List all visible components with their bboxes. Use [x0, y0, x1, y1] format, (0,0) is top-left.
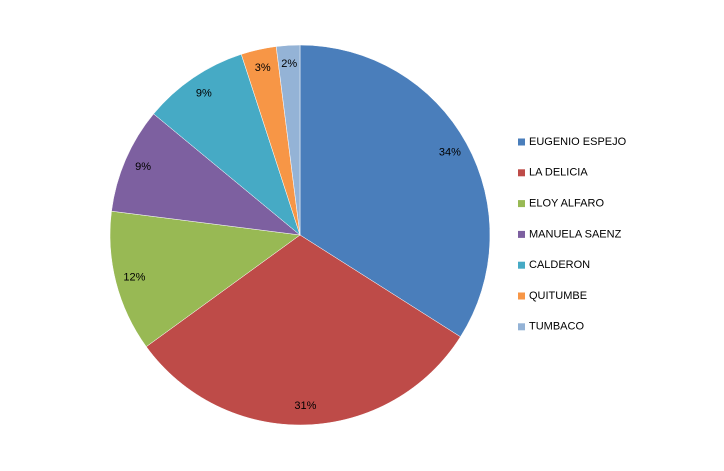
legend-label: QUITUMBE [529, 290, 587, 302]
pie-slice [145, 234, 461, 426]
legend-swatch [518, 169, 525, 177]
legend-label: LA DELICIA [529, 167, 588, 179]
legend-label: TUMBACO [529, 321, 584, 333]
data-label: 9% [196, 87, 212, 99]
legend-swatch [518, 230, 525, 238]
data-label: 9% [135, 161, 151, 173]
data-label: 3% [255, 62, 271, 74]
data-label: 31% [294, 400, 316, 412]
legend-swatch [518, 138, 525, 146]
pie-slice [153, 53, 301, 236]
data-label: 34% [439, 147, 461, 159]
legend-label: ELOY ALFARO [529, 198, 604, 210]
pie-slice [111, 113, 301, 236]
legend-swatch [518, 200, 525, 208]
pie-slice [109, 210, 301, 348]
legend-swatch [518, 292, 525, 300]
legend-label: MANUELA SAENZ [529, 228, 622, 240]
legend-label: EUGENIO ESPEJO [529, 136, 627, 148]
legend-swatch [518, 261, 525, 269]
data-label: 2% [281, 58, 297, 70]
data-label: 12% [123, 271, 145, 283]
legend-swatch [518, 323, 525, 331]
pie-slice [299, 44, 491, 338]
legend-label: CALDERON [529, 259, 590, 271]
pie-slice [275, 44, 301, 236]
